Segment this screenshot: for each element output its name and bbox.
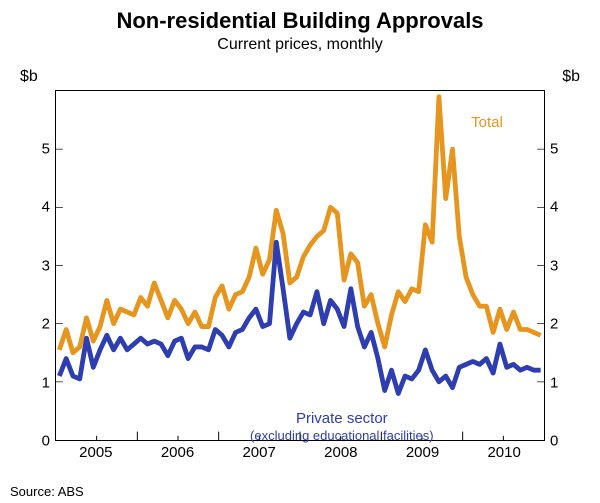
ytick-right: 3 (550, 257, 580, 274)
ytick-left: 4 (20, 199, 50, 216)
xtick-label: 2007 (242, 444, 275, 461)
ytick-left: 5 (20, 140, 50, 157)
ytick-right: 4 (550, 199, 580, 216)
ytick-right: 0 (550, 433, 580, 450)
xtick-label: 2008 (324, 444, 357, 461)
ytick-left: 3 (20, 257, 50, 274)
ytick-left: 0 (20, 433, 50, 450)
series-label-private-sector: Private sector(excluding educational fac… (232, 410, 452, 445)
series-label-total: Total (471, 114, 503, 131)
ytick-right: 2 (550, 316, 580, 333)
xtick-label: 2005 (79, 444, 112, 461)
y-axis-unit-right: $b (562, 68, 580, 86)
y-axis-unit-left: $b (20, 68, 38, 86)
source-text: Source: ABS (10, 484, 84, 499)
chart-title: Non-residential Building Approvals (0, 8, 600, 34)
ytick-left: 2 (20, 316, 50, 333)
ytick-left: 1 (20, 374, 50, 391)
xtick-label: 2009 (406, 444, 439, 461)
chart-container: Non-residential Building Approvals Curre… (0, 0, 600, 503)
chart-subtitle: Current prices, monthly (0, 36, 600, 54)
plot-area: TotalPrivate sector(excluding educationa… (55, 90, 545, 441)
ytick-right: 5 (550, 140, 580, 157)
xtick-label: 2010 (487, 444, 520, 461)
xtick-label: 2006 (161, 444, 194, 461)
chart-svg (56, 91, 544, 440)
ytick-right: 1 (550, 374, 580, 391)
